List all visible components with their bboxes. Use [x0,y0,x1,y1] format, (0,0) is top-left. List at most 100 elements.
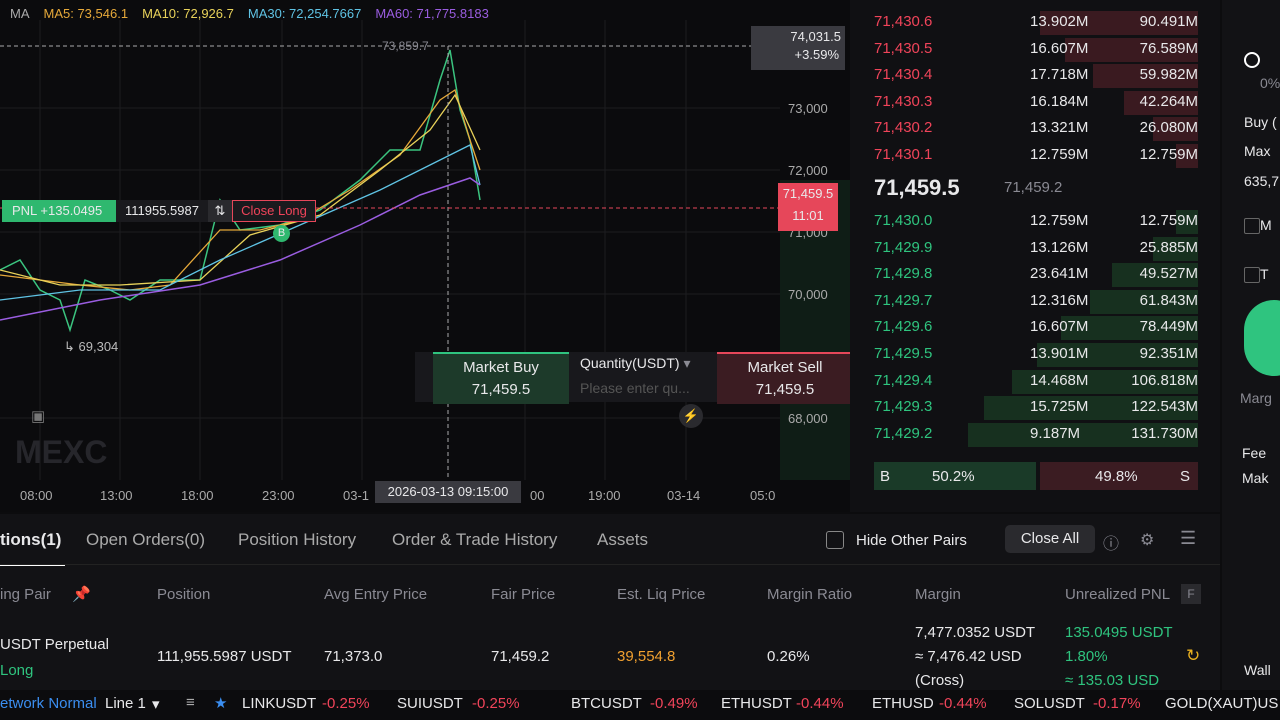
ratio-sell-bar [1040,462,1198,490]
market-sell[interactable]: Market Sell 71,459.5 [717,352,850,404]
book-price: 71,429.2 [874,424,933,442]
watermark: MEXC [15,434,108,470]
ticker-symbol: LINKUSDT [242,695,317,712]
ma-legend-item: MA5: 73,546.1 [43,6,129,21]
book-size: 12.316M [1030,291,1089,309]
ma-legend-item: MA60: 71,775.8183 [375,6,489,21]
book-price: 71,430.5 [874,39,933,57]
ratio-sell-label: S [1180,468,1191,485]
book-total: 12.759M [1139,212,1198,229]
line-select: Line 1 [105,695,146,712]
ticker-symbol: SOLUSDT [1014,695,1085,712]
book-size: 16.607M [1030,318,1089,336]
info-icon[interactable]: ⓘ [1103,536,1120,553]
book-price: 71,430.3 [874,92,933,110]
ma-legend-item: MA [10,6,30,21]
book-price: 71,430.0 [874,212,933,229]
menu-icon[interactable]: ☰ [1180,528,1197,548]
current-price: 71,459.5 [782,186,834,201]
hide-other-pairs[interactable]: Hide Other Pairs [856,532,967,549]
book-size: 13.901M [1030,345,1089,362]
depth-bar [1037,343,1198,367]
book-total: 61.843M [1139,291,1198,309]
ticker-change: -0.44% [939,695,987,712]
hide-pairs-checkbox[interactable] [826,531,844,549]
book-size: 15.725M [1030,398,1089,416]
mark-price: 71,459.2 [1004,179,1063,196]
book-price: 71,429.9 [874,238,933,256]
flash-icon[interactable]: ⚡ [679,404,703,428]
book-total: 78.449M [1139,318,1198,336]
book-total: 59.982M [1139,66,1198,84]
price-tick-label: 70,000 [788,287,828,302]
network-status: etwork Normal [0,695,97,712]
tab: Position History [238,530,357,549]
tab: tions(1) [0,530,62,549]
book-price: 71,429.8 [874,265,933,283]
side-text: 0% [1260,75,1280,91]
book-total: 42.264M [1139,92,1198,110]
reverse-icon[interactable]: ⇅ [208,200,232,222]
price-tick-label: 68,000 [788,411,828,426]
ratio-buy: 50.2% [932,468,975,485]
low-label: ↳ 69,304 [64,339,119,354]
tab: Order & Trade History [392,530,558,549]
depth-bar [984,396,1198,421]
book-total: 12.759M [1139,146,1198,163]
list-icon: ≡ [186,694,195,711]
ma-legend-item: MA30: 72,254.7667 [247,6,362,21]
book-price: 71,429.5 [874,345,933,362]
high-label: 74,031.5 [790,29,841,44]
close-all-button[interactable]: Close All [1005,525,1095,553]
fair-badge: F [1181,584,1201,604]
ticker-symbol: BTCUSDT [571,695,642,712]
calendar-icon[interactable]: ▣ [31,408,46,425]
column-header: Unrealized PNL [1065,586,1171,603]
book-size: 16.184M [1030,92,1089,110]
side-text: Wall [1244,662,1271,678]
book-price: 71,430.4 [874,66,933,84]
order-book: 71,430.6 13.902M 90.491M 71,430.5 16.607M 76.… [850,0,1220,512]
book-size: 16.607M [1030,39,1089,57]
side-text: Max [1244,143,1271,159]
side-text: Marg [1240,390,1272,406]
ratio-buy-label: B [880,468,891,485]
market-sell-label: Market Sell [747,359,823,376]
column-header: Fair Price [491,586,556,603]
depth-bar [1040,11,1198,35]
pnl-line: 1.80% [1065,648,1108,665]
buy-marker: B [273,225,290,242]
time-label: 00 [530,488,545,503]
time-label: 05:0 [750,488,776,503]
share-icon: ↻ [1186,646,1201,665]
ma-legend-item: MA10: 72,926.7 [142,6,234,21]
depth-bar [1152,117,1198,142]
book-size: 23.641M [1030,265,1089,283]
ticker-symbol: SUIUSDT [397,695,463,712]
quantity-input[interactable]: Please enter qu... [580,380,690,396]
time-label: 13:00 [100,488,133,503]
side-text: Fee [1242,445,1267,461]
book-total: 49.527M [1139,265,1198,283]
time-label: 19:00 [588,488,621,503]
column-header: ing Pair [0,586,51,603]
quantity-label[interactable]: Quantity(USDT) ▾ [580,355,691,371]
close-long-button[interactable]: Close Long [232,200,316,222]
depth-bar [1175,144,1198,168]
depth-bar [1011,369,1198,394]
book-price: 71,429.7 [874,291,933,309]
current-price-box: 71,459.5 11:01 [778,183,838,231]
side-panel: 0% Buy (Max 635,7 M T Marg Fee Mak Wall [1222,0,1280,690]
price-tick-label: 73,000 [788,101,828,116]
ticker-change: -0.44% [796,695,844,712]
market-buy[interactable]: Market Buy 71,459.5 [433,352,569,404]
column-header: Avg Entry Price [324,586,428,603]
time-label: 23:00 [262,488,295,503]
last-price: 71,459.5 [874,175,960,200]
side-text: 635,7 [1244,173,1280,189]
market-buy-label: Market Buy [463,359,539,376]
settings-icon[interactable]: ⚙ [1140,532,1155,549]
divider [0,564,1220,565]
book-size: 9.187M [1030,424,1081,442]
